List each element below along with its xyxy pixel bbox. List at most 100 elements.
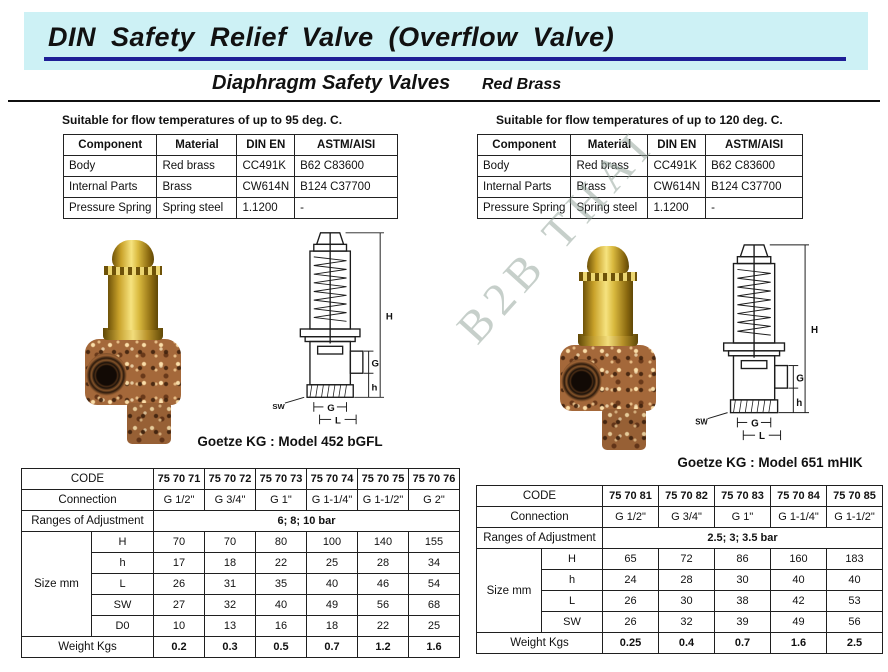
dim-cell: SW bbox=[541, 611, 603, 633]
weight-value: 0.3 bbox=[204, 636, 256, 658]
cell-material: Red brass bbox=[156, 155, 238, 177]
cell-component: Body bbox=[476, 155, 572, 177]
weight-label: Weight Kgs bbox=[21, 636, 154, 658]
material-grade-label: Red Brass bbox=[482, 76, 562, 93]
valve-knob bbox=[112, 240, 154, 267]
table-row: Connection G 1/2" G 3/4" G 1" G 1-1/4" G… bbox=[21, 489, 460, 511]
size-value: 24 bbox=[602, 569, 659, 591]
code-cell: 75 70 82 bbox=[658, 485, 715, 507]
col-header: Material bbox=[570, 134, 649, 156]
size-value: 68 bbox=[408, 594, 460, 616]
cell-din: CC491K bbox=[236, 155, 296, 177]
connection-cell: G 1-1/4" bbox=[306, 489, 358, 511]
dim-label-SW: SW bbox=[695, 417, 708, 426]
table-row: Size mm H 65 72 86 160 183 bbox=[476, 548, 883, 633]
size-value: 28 bbox=[658, 569, 715, 591]
weight-value: 2.5 bbox=[826, 632, 883, 654]
weight-value: 0.5 bbox=[255, 636, 307, 658]
dim-cell: h bbox=[541, 569, 603, 591]
size-value: 13 bbox=[204, 615, 256, 637]
code-cell: 75 70 83 bbox=[714, 485, 771, 507]
valve-photo-right bbox=[560, 246, 656, 452]
col-header: ASTM/AISI bbox=[705, 134, 804, 156]
size-value: 22 bbox=[255, 552, 307, 574]
size-value: 18 bbox=[306, 615, 358, 637]
dim-label-G-bottom: G bbox=[751, 418, 759, 429]
ranges-label: Ranges of Adjustment bbox=[21, 510, 154, 532]
size-value: 10 bbox=[153, 615, 205, 637]
table-row: Weight Kgs 0.2 0.3 0.5 0.7 1.2 1.6 bbox=[21, 636, 460, 658]
size-value: 140 bbox=[357, 531, 409, 553]
cell-astm: - bbox=[294, 197, 399, 219]
dim-label-G-bottom: G bbox=[327, 403, 334, 414]
table-row: Connection G 1/2" G 3/4" G 1" G 1-1/4" G… bbox=[476, 506, 883, 528]
valve-photo-left bbox=[85, 240, 181, 446]
size-value: 54 bbox=[408, 573, 460, 595]
weight-value: 0.25 bbox=[602, 632, 659, 654]
connection-cell: G 1-1/4" bbox=[770, 506, 827, 528]
table-row: Component Material DIN EN ASTM/AISI bbox=[476, 134, 804, 156]
ranges-label: Ranges of Adjustment bbox=[476, 527, 603, 549]
code-cell: 75 70 85 bbox=[826, 485, 883, 507]
table-row: CODE 75 70 71 75 70 72 75 70 73 75 70 74… bbox=[21, 468, 460, 490]
valve-outlet-port bbox=[561, 359, 602, 402]
size-value: 46 bbox=[357, 573, 409, 595]
connection-cell: G 2" bbox=[408, 489, 460, 511]
code-cell: 75 70 71 bbox=[153, 468, 205, 490]
weight-value: 0.7 bbox=[714, 632, 771, 654]
cell-din: 1.1200 bbox=[647, 197, 707, 219]
dim-label-h: h bbox=[372, 383, 378, 394]
size-value: 16 bbox=[255, 615, 307, 637]
cell-component: Body bbox=[62, 155, 158, 177]
cell-astm: B62 C83600 bbox=[705, 155, 804, 177]
connection-cell: G 1-1/2" bbox=[826, 506, 883, 528]
size-label: Size mm bbox=[476, 548, 542, 633]
weight-value: 0.4 bbox=[658, 632, 715, 654]
cell-din: CW614N bbox=[647, 176, 707, 198]
size-value: 80 bbox=[255, 531, 307, 553]
size-value: 160 bbox=[770, 548, 827, 570]
table-row: Pressure Spring Spring steel 1.1200 - bbox=[476, 197, 804, 219]
header-divider bbox=[8, 100, 880, 102]
cell-component: Pressure Spring bbox=[62, 197, 158, 219]
size-value: 28 bbox=[357, 552, 409, 574]
size-value: 155 bbox=[408, 531, 460, 553]
size-value: 53 bbox=[826, 590, 883, 612]
valve-cross-section-icon: H G h SW G L bbox=[272, 232, 393, 426]
code-cell: 75 70 72 bbox=[204, 468, 256, 490]
valve-knob bbox=[587, 246, 629, 273]
connection-label: Connection bbox=[476, 506, 603, 528]
size-value: 86 bbox=[714, 548, 771, 570]
connection-cell: G 3/4" bbox=[658, 506, 715, 528]
cell-astm: B124 C37700 bbox=[294, 176, 399, 198]
dim-label-L: L bbox=[335, 415, 341, 426]
cell-material: Spring steel bbox=[156, 197, 238, 219]
valve-drawing-left: H G h SW G L bbox=[270, 228, 398, 430]
col-header: ASTM/AISI bbox=[294, 134, 399, 156]
size-value: 65 bbox=[602, 548, 659, 570]
col-header: DIN EN bbox=[236, 134, 296, 156]
ranges-value: 2.5; 3; 3.5 bar bbox=[602, 527, 883, 549]
connection-cell: G 1-1/2" bbox=[357, 489, 409, 511]
size-value: 39 bbox=[714, 611, 771, 633]
valve-drawing-right: H G h SW G L bbox=[694, 240, 822, 446]
cell-material: Brass bbox=[156, 176, 238, 198]
dim-label-L: L bbox=[759, 431, 765, 442]
table-row: SW 27 32 40 49 56 68 bbox=[22, 594, 460, 616]
cell-material: Brass bbox=[570, 176, 649, 198]
size-value: 25 bbox=[408, 615, 460, 637]
code-label: CODE bbox=[21, 468, 154, 490]
size-value: 17 bbox=[153, 552, 205, 574]
table-row: Ranges of Adjustment 6; 8; 10 bar bbox=[21, 510, 460, 532]
size-value: 30 bbox=[658, 590, 715, 612]
title-banner: DIN Safety Relief Valve (Overflow Valve) bbox=[24, 12, 868, 70]
col-header: Component bbox=[476, 134, 572, 156]
connection-cell: G 1/2" bbox=[153, 489, 205, 511]
dim-label-G: G bbox=[796, 373, 804, 384]
dim-label-H: H bbox=[386, 311, 393, 322]
code-label: CODE bbox=[476, 485, 603, 507]
valve-outlet-port bbox=[86, 353, 127, 396]
cell-astm: - bbox=[705, 197, 804, 219]
size-value: 56 bbox=[357, 594, 409, 616]
weight-value: 1.6 bbox=[770, 632, 827, 654]
